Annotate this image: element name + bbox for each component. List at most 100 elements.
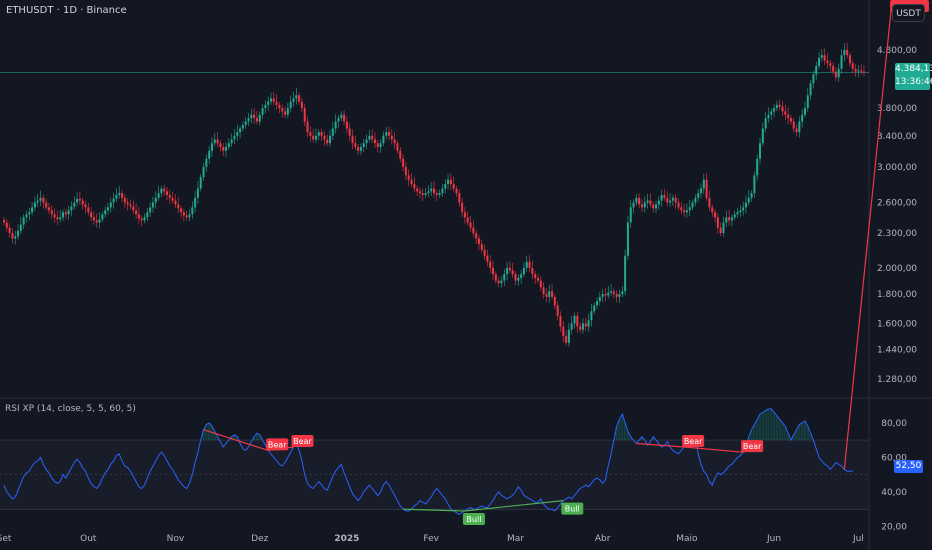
candle-body (272, 98, 275, 102)
candle-body (101, 214, 104, 220)
candle-body (171, 197, 174, 201)
candle-body (579, 326, 582, 330)
candle-body (250, 114, 253, 119)
candle-body (778, 104, 781, 107)
candle-body (818, 57, 821, 66)
candle-body (365, 139, 368, 144)
candle-body (759, 143, 762, 159)
candle-body (615, 294, 618, 297)
candle-body (573, 315, 576, 324)
candle-body (281, 108, 284, 112)
candle-body (348, 128, 351, 136)
candle-body (834, 71, 837, 78)
candle-body (351, 135, 354, 144)
candle-body (81, 200, 84, 205)
candle-body (511, 270, 514, 275)
candle-body (151, 202, 154, 208)
candle-body (823, 55, 826, 61)
candle-body (767, 114, 770, 119)
candle-body (851, 63, 854, 69)
candle-body (601, 294, 604, 297)
candle-body (643, 202, 646, 208)
candle-body (472, 227, 475, 234)
rsi-indicator-label[interactable]: RSI XP (14, close, 5, 5, 60, 5) (5, 404, 136, 414)
candle-body (123, 197, 126, 203)
divergence-line (203, 429, 269, 452)
candle-body (733, 214, 736, 218)
candle-body (92, 217, 95, 221)
candle-body (267, 101, 270, 105)
divergence-label: Bear (909, 0, 928, 2)
candle-body (303, 108, 306, 122)
candle-body (725, 217, 728, 223)
candle-body (781, 106, 784, 112)
candle-body (716, 217, 719, 228)
candle-body (452, 184, 455, 189)
candle-body (373, 139, 376, 144)
candle-body (230, 139, 233, 144)
candle-body (576, 315, 579, 327)
candle-body (121, 193, 124, 198)
candle-body (416, 188, 419, 192)
divergence-label: Bear (684, 437, 703, 446)
candle-body (787, 114, 790, 119)
candle-body (357, 146, 360, 151)
candle-body (118, 193, 121, 195)
candle-body (449, 179, 452, 185)
candle-body (331, 128, 334, 136)
candle-body (688, 207, 691, 211)
candle-body (435, 193, 438, 195)
candle-body (382, 135, 385, 144)
candle-body (747, 197, 750, 203)
candle-body (129, 204, 132, 207)
candle-body (22, 217, 25, 225)
candle-body (857, 70, 860, 72)
candle-body (444, 184, 447, 189)
candle-body (596, 301, 599, 306)
candle-body (132, 206, 135, 211)
candle-body (753, 175, 756, 194)
candle-body (371, 135, 374, 140)
candle-body (708, 197, 711, 208)
candle-body (278, 104, 281, 109)
candle-body (860, 70, 863, 72)
candle-body (587, 320, 590, 327)
candle-body (694, 197, 697, 203)
candle-body (160, 188, 163, 194)
candle-body (306, 121, 309, 133)
candle-body (806, 95, 809, 109)
candle-body (84, 204, 87, 208)
candle-body (275, 101, 278, 105)
candle-body (33, 202, 36, 208)
candle-body (64, 212, 67, 215)
candle-body (168, 194, 171, 198)
candle-body (562, 326, 565, 337)
candle-body (149, 207, 152, 213)
candle-body (809, 83, 812, 96)
divergence-label: Bear (743, 442, 762, 451)
time-tick-label: Nov (167, 534, 185, 544)
currency-button[interactable]: USDT (892, 4, 925, 22)
candle-body (820, 55, 823, 58)
candle-body (714, 212, 717, 218)
price-tick-label: 1.440,00 (877, 346, 917, 356)
candle-body (388, 132, 391, 136)
price-tick-label: 2.000,00 (877, 264, 917, 274)
candle-body (180, 208, 183, 213)
candle-body (626, 222, 629, 256)
candle-body (663, 194, 666, 198)
time-tick-label: Jul (852, 534, 864, 544)
candle-body (196, 188, 199, 198)
divergence-label-box (462, 512, 485, 525)
candle-body (340, 114, 343, 119)
candle-body (182, 212, 185, 216)
candle-body (730, 217, 733, 221)
candle-body (494, 274, 497, 281)
price-tick-label: 2.600,00 (877, 199, 917, 209)
candle-body (393, 139, 396, 144)
candle-body (390, 135, 393, 140)
candle-body (208, 150, 211, 159)
rsi-tick-label: 20,00 (881, 523, 907, 533)
candle-body (334, 121, 337, 129)
